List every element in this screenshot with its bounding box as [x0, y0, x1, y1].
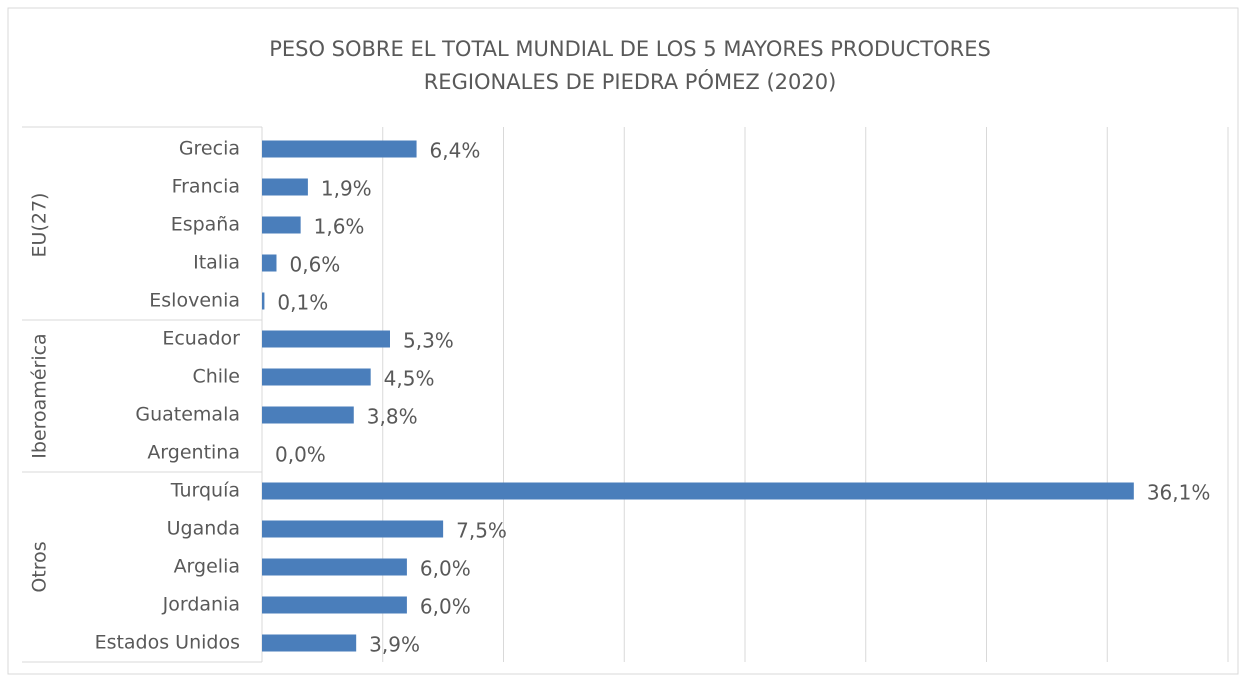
bar [262, 368, 371, 386]
chart-title: PESO SOBRE EL TOTAL MUNDIAL DE LOS 5 MAY… [269, 37, 991, 61]
group-label: Iberoamérica [29, 333, 51, 458]
value-label: 3,9% [369, 633, 420, 657]
value-label: 6,0% [420, 595, 471, 619]
bar [262, 558, 407, 576]
value-label: 3,8% [367, 405, 418, 429]
y-tick-label: Grecia [179, 138, 240, 160]
y-tick-label: Argentina [147, 442, 240, 464]
bar [262, 634, 357, 652]
bar [262, 178, 308, 196]
bar [262, 520, 444, 538]
value-label: 36,1% [1147, 481, 1211, 505]
y-tick-label: Eslovenia [149, 290, 240, 312]
bar [262, 216, 301, 234]
y-tick-label: Chile [192, 366, 240, 388]
chart-title: REGIONALES DE PIEDRA PÓMEZ (2020) [424, 69, 837, 94]
bar [262, 140, 417, 158]
bar [262, 596, 407, 614]
value-label: 0,1% [277, 291, 328, 315]
value-label: 1,9% [321, 177, 372, 201]
bar [262, 406, 354, 424]
value-label: 1,6% [314, 215, 365, 239]
bar [262, 330, 390, 348]
y-tick-label: Italia [193, 252, 240, 274]
y-tick-label: Ecuador [162, 328, 240, 350]
y-tick-label: Francia [172, 176, 240, 198]
value-label: 7,5% [456, 519, 507, 543]
value-label: 6,0% [420, 557, 471, 581]
y-tick-label: Uganda [167, 518, 240, 540]
y-tick-label: Argelia [174, 556, 240, 578]
bar [262, 482, 1134, 500]
y-tick-label: Jordania [162, 594, 240, 616]
bar [262, 292, 265, 310]
chart-frame [7, 7, 1239, 675]
value-label: 0,0% [275, 443, 326, 467]
value-label: 6,4% [430, 139, 481, 163]
group-label: Otros [29, 541, 51, 592]
bar [262, 254, 277, 272]
value-label: 4,5% [384, 367, 435, 391]
value-label: 0,6% [289, 253, 340, 277]
y-tick-label: España [171, 214, 240, 236]
group-label: EU(27) [29, 193, 51, 258]
y-tick-label: Guatemala [135, 404, 240, 426]
y-tick-label: Estados Unidos [95, 632, 240, 654]
y-tick-label: Turquía [170, 480, 240, 502]
value-label: 5,3% [403, 329, 454, 353]
